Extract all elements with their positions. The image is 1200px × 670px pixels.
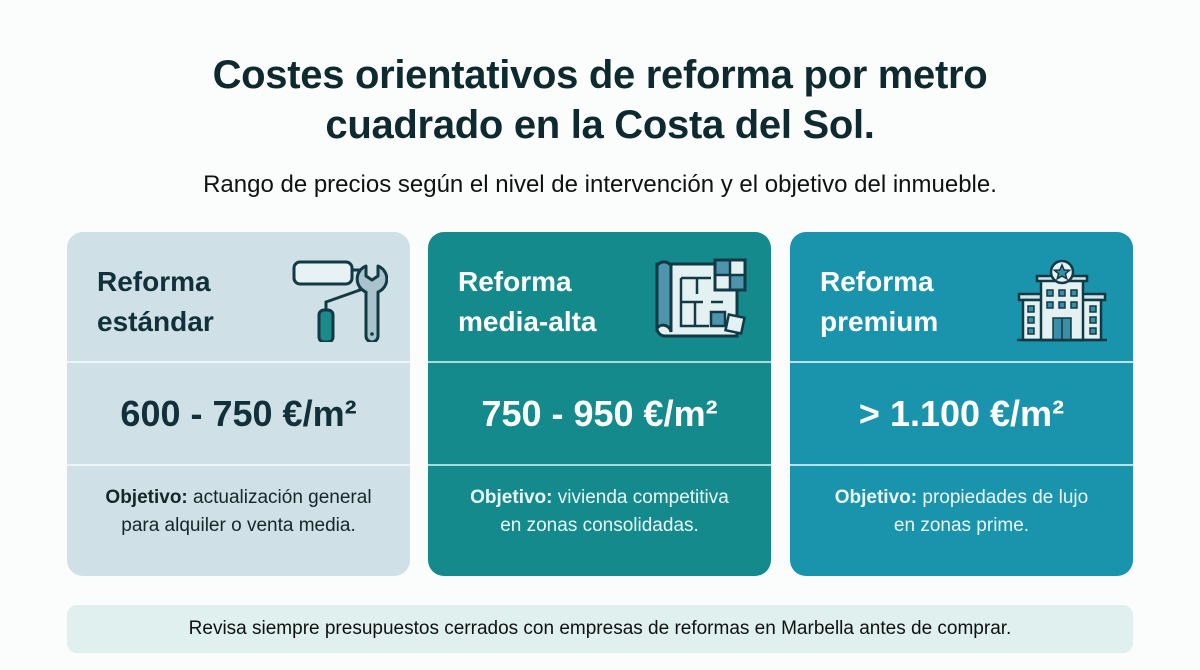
divider [67, 464, 410, 466]
card-reforma-estandar: Reforma estándar 600 - 750 €/m² Objetivo… [67, 232, 410, 576]
card-reforma-premium: Reforma premium [790, 232, 1133, 576]
card-header: Reforma premium [790, 232, 1133, 361]
price-range: 750 - 950 €/m² [481, 392, 718, 434]
goal-text: actualización general [187, 487, 372, 508]
divider [790, 361, 1133, 363]
price-range: > 1.100 €/m² [858, 392, 1065, 434]
card-title-line-1: Reforma [820, 266, 934, 297]
title-line-1: Costes orientativos de reforma por metro [212, 53, 988, 97]
price-range: 600 - 750 €/m² [120, 392, 357, 434]
card-goal: Objetivo: propiedades de lujo en zonas p… [800, 484, 1123, 540]
card-title: Reforma estándar [97, 262, 214, 342]
card-header: Reforma media-alta [428, 232, 771, 361]
card-goal: Objetivo: vivienda competitiva en zonas … [438, 484, 761, 540]
goal-text-2: en zonas consolidadas. [500, 515, 699, 536]
divider [428, 464, 771, 466]
title-line-2: cuadrado en la Costa del Sol. [325, 103, 875, 147]
card-goal: Objetivo: actualización general para alq… [77, 484, 400, 540]
floor-plan-icon [653, 258, 749, 342]
card-title-line-2: premium [820, 306, 939, 337]
card-reforma-media-alta: Reforma media-alta 750 - 950 €/m² Objeti… [428, 232, 771, 576]
divider [67, 361, 410, 363]
card-title-line-2: media-alta [458, 306, 597, 337]
card-title-line-2: estándar [97, 306, 214, 337]
luxury-building-icon [1015, 258, 1111, 342]
page-title: Costes orientativos de reforma por metro… [0, 50, 1200, 150]
goal-label: Objetivo: [105, 487, 188, 508]
divider [790, 464, 1133, 466]
card-header: Reforma estándar [67, 232, 410, 361]
goal-text: vivienda competitiva [552, 487, 729, 508]
paint-roller-and-wrench-icon [292, 258, 389, 344]
goal-text-2: para alquiler o venta media. [121, 515, 356, 536]
goal-label: Objetivo: [470, 487, 553, 508]
goal-text: propiedades de lujo [917, 487, 1089, 508]
card-title: Reforma media-alta [458, 262, 597, 342]
page-subtitle: Rango de precios según el nivel de inter… [203, 171, 997, 198]
card-title-line-1: Reforma [97, 266, 211, 297]
goal-label: Objetivo: [834, 487, 918, 508]
divider [428, 361, 771, 363]
goal-text-2: en zonas prime. [893, 515, 1030, 536]
card-title-line-1: Reforma [458, 266, 572, 297]
card-title: Reforma premium [820, 262, 938, 342]
footer-note: Revisa siempre presupuestos cerrados con… [67, 605, 1133, 653]
